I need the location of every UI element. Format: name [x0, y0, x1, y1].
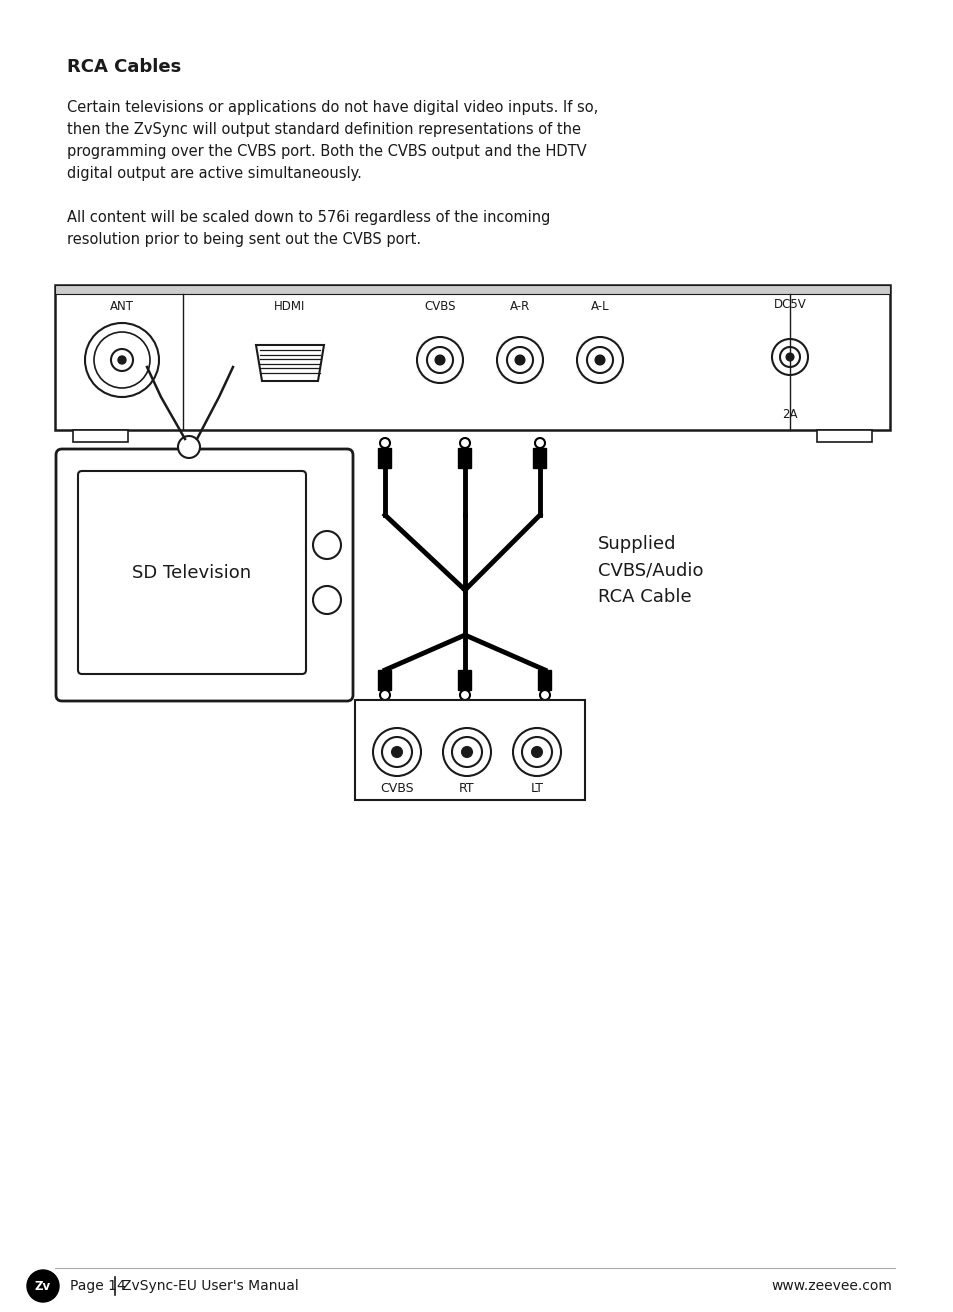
Text: resolution prior to being sent out the CVBS port.: resolution prior to being sent out the C… — [67, 232, 420, 247]
FancyBboxPatch shape — [56, 449, 353, 701]
Circle shape — [379, 438, 390, 447]
Text: then the ZvSync will output standard definition representations of the: then the ZvSync will output standard def… — [67, 122, 580, 136]
Text: 2A: 2A — [781, 408, 797, 421]
Bar — [55, 285, 889, 430]
Circle shape — [785, 353, 793, 361]
Text: ANT: ANT — [110, 300, 133, 314]
Text: Zv: Zv — [35, 1279, 51, 1292]
Circle shape — [379, 690, 390, 701]
Text: DC5V: DC5V — [773, 299, 805, 311]
Text: All content will be scaled down to 576i regardless of the incoming: All content will be scaled down to 576i … — [67, 210, 550, 224]
Circle shape — [535, 438, 544, 447]
Bar — [378, 670, 391, 690]
Bar — [355, 701, 584, 800]
Text: A-L: A-L — [590, 300, 609, 314]
Text: www.zeevee.com: www.zeevee.com — [770, 1279, 891, 1294]
Bar — [55, 285, 889, 294]
Circle shape — [515, 356, 524, 365]
Text: A-R: A-R — [509, 300, 530, 314]
Text: Page 14: Page 14 — [70, 1279, 126, 1294]
Circle shape — [539, 690, 550, 701]
FancyBboxPatch shape — [78, 471, 306, 674]
Circle shape — [595, 356, 604, 365]
Circle shape — [532, 747, 541, 757]
Text: RCA Cables: RCA Cables — [67, 58, 181, 76]
Circle shape — [178, 436, 200, 458]
Text: Certain televisions or applications do not have digital video inputs. If so,: Certain televisions or applications do n… — [67, 100, 598, 115]
Circle shape — [459, 690, 470, 701]
Circle shape — [459, 438, 470, 447]
Bar — [458, 447, 471, 468]
Text: CVBS: CVBS — [424, 300, 456, 314]
Circle shape — [461, 747, 472, 757]
Bar — [458, 670, 471, 690]
Bar — [816, 430, 871, 442]
Text: ZvSync-EU User's Manual: ZvSync-EU User's Manual — [122, 1279, 298, 1294]
Text: programming over the CVBS port. Both the CVBS output and the HDTV: programming over the CVBS port. Both the… — [67, 144, 586, 159]
Text: Supplied
CVBS/Audio
RCA Cable: Supplied CVBS/Audio RCA Cable — [598, 535, 702, 606]
Circle shape — [118, 356, 126, 363]
Bar — [537, 670, 551, 690]
Circle shape — [435, 356, 444, 365]
Bar — [378, 447, 391, 468]
Text: SD Television: SD Television — [132, 563, 252, 581]
Text: RT: RT — [458, 782, 475, 795]
Text: LT: LT — [530, 782, 543, 795]
Text: HDMI: HDMI — [274, 300, 305, 314]
Bar — [73, 430, 128, 442]
Text: digital output are active simultaneously.: digital output are active simultaneously… — [67, 167, 361, 181]
Bar — [533, 447, 546, 468]
Circle shape — [27, 1270, 59, 1302]
Circle shape — [392, 747, 401, 757]
Text: CVBS: CVBS — [380, 782, 414, 795]
